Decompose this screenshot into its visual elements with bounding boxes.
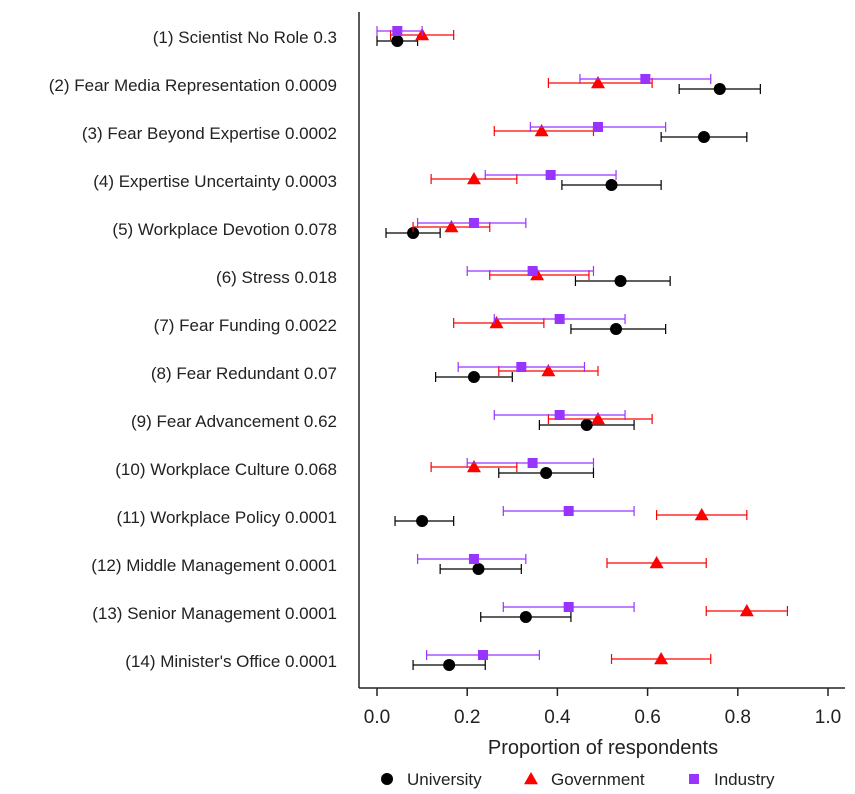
category-label: (8) Fear Redundant 0.07 xyxy=(151,364,337,383)
industry-point xyxy=(468,218,479,228)
government-point xyxy=(489,316,504,329)
x-tick-label: 0.0 xyxy=(364,707,390,728)
industry-point xyxy=(527,458,538,468)
university-point xyxy=(697,131,710,143)
category-label: (5) Workplace Devotion 0.078 xyxy=(112,220,337,239)
category-label: (3) Fear Beyond Expertise 0.0002 xyxy=(82,124,337,143)
government-point xyxy=(649,556,664,569)
industry-point xyxy=(563,506,574,516)
university-point xyxy=(580,419,593,431)
government-point xyxy=(541,364,556,377)
university-point xyxy=(605,179,618,191)
category-label: (7) Fear Funding 0.0022 xyxy=(154,316,337,335)
industry-point xyxy=(563,602,574,612)
government-point xyxy=(739,604,754,617)
industry-point xyxy=(392,26,403,36)
category-label: (14) Minister's Office 0.0001 xyxy=(125,652,337,671)
university-legend-label: University xyxy=(407,770,482,789)
x-tick-label: 0.6 xyxy=(634,707,660,728)
university-point xyxy=(443,659,456,671)
x-tick-label: 0.2 xyxy=(454,707,480,728)
industry-point xyxy=(554,314,565,324)
industry-point xyxy=(640,74,651,84)
government-legend-label: Government xyxy=(551,770,645,789)
university-legend-marker xyxy=(381,773,393,785)
university-point xyxy=(614,275,627,287)
industry-legend-marker xyxy=(689,774,699,784)
university-point xyxy=(519,611,532,623)
industry-point xyxy=(592,122,603,132)
university-point xyxy=(713,83,726,95)
university-point xyxy=(391,35,404,47)
government-legend-marker xyxy=(524,772,538,785)
category-label: (10) Workplace Culture 0.068 xyxy=(115,460,337,479)
industry-point xyxy=(516,362,527,372)
government-point xyxy=(466,460,481,473)
industry-point xyxy=(477,650,488,660)
government-point xyxy=(444,220,459,233)
industry-point xyxy=(545,170,556,180)
category-label: (13) Senior Management 0.0001 xyxy=(92,604,337,623)
university-point xyxy=(407,227,420,239)
government-point xyxy=(466,172,481,185)
university-point xyxy=(472,563,485,575)
government-point xyxy=(654,652,669,665)
category-labels: (1) Scientist No Role 0.3 (2) Fear Media … xyxy=(49,28,337,671)
government-point xyxy=(590,76,605,89)
university-point xyxy=(416,515,429,527)
plot-area xyxy=(376,26,789,671)
category-label: (11) Workplace Policy 0.0001 xyxy=(117,508,337,527)
university-point xyxy=(610,323,623,335)
industry-point xyxy=(527,266,538,276)
category-label: (6) Stress 0.018 xyxy=(216,268,337,287)
x-axis-ticks: 0.0 0.2 0.4 0.6 0.8 1.0 xyxy=(364,688,841,728)
category-label: (9) Fear Advancement 0.62 xyxy=(131,412,337,431)
industry-point xyxy=(554,410,565,420)
x-axis-title: Proportion of respondents xyxy=(488,737,718,759)
x-tick-label: 0.4 xyxy=(544,707,571,728)
category-label: (2) Fear Media Representation 0.0009 xyxy=(49,76,337,95)
category-label: (1) Scientist No Role 0.3 xyxy=(153,28,337,47)
industry-legend-label: Industry xyxy=(714,770,775,789)
university-point xyxy=(467,371,480,383)
x-tick-label: 0.8 xyxy=(725,707,751,728)
government-point xyxy=(694,508,709,521)
government-point xyxy=(534,124,549,137)
legend: University Government Industry xyxy=(381,770,775,789)
university-point xyxy=(540,467,553,479)
x-tick-label: 1.0 xyxy=(815,707,841,728)
category-label: (12) Middle Management 0.0001 xyxy=(91,556,337,575)
category-label: (4) Expertise Uncertainty 0.0003 xyxy=(93,172,337,191)
government-point xyxy=(590,412,605,425)
industry-point xyxy=(468,554,479,564)
